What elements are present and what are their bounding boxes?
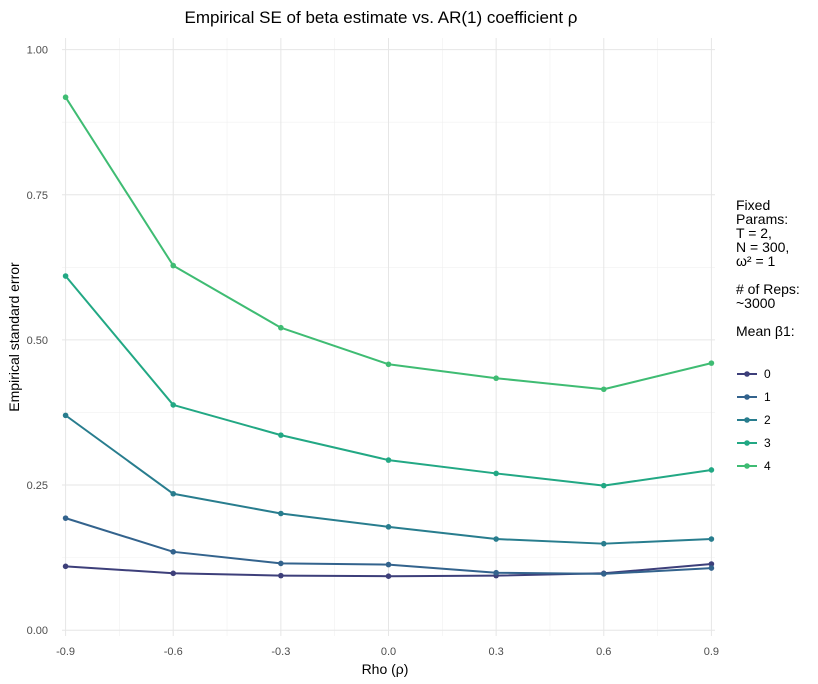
- y-tick-label: 0.00: [27, 625, 48, 637]
- data-point: [708, 360, 715, 366]
- x-tick-label: 0.9: [704, 646, 719, 658]
- data-point: [385, 561, 392, 568]
- legend-note-line: # of Reps:: [736, 281, 800, 297]
- x-tick-label: -0.9: [56, 646, 75, 658]
- y-axis-title: Empirical standard error: [6, 262, 22, 412]
- data-point: [62, 94, 69, 101]
- data-point: [62, 273, 69, 279]
- legend-label: 2: [764, 413, 771, 427]
- legend-item-4: 4: [737, 459, 771, 473]
- legend-label: 3: [764, 436, 771, 450]
- x-tick-label: 0.6: [596, 646, 611, 658]
- legend-note-line: N = 300,: [736, 239, 789, 255]
- data-point: [62, 412, 69, 419]
- y-tick-label: 0.75: [27, 190, 48, 202]
- legend-key-point: [744, 417, 750, 423]
- y-tick-label: 1.00: [27, 45, 48, 57]
- x-tick-label: -0.3: [271, 646, 290, 658]
- x-axis-ticks: -0.9 -0.6 -0.3 0.0 0.3 0.6 0.9: [56, 646, 719, 658]
- data-point: [600, 386, 607, 393]
- series-1: [62, 515, 715, 577]
- series-4: [62, 94, 715, 393]
- data-point: [708, 536, 715, 542]
- data-point: [493, 569, 499, 576]
- legend-item-0: 0: [737, 367, 771, 381]
- data-point: [708, 561, 715, 567]
- data-point: [170, 549, 177, 555]
- data-point: [170, 570, 177, 577]
- data-point: [493, 375, 499, 382]
- data-point: [600, 571, 607, 577]
- y-tick-label: 0.25: [27, 480, 48, 492]
- data-point: [385, 361, 392, 368]
- legend-key-point: [744, 440, 750, 446]
- data-point: [600, 540, 607, 547]
- data-point: [708, 467, 715, 473]
- legend-item-1: 1: [737, 390, 771, 404]
- legend-label: 0: [764, 367, 771, 381]
- plot-grid: [62, 38, 715, 636]
- data-point: [62, 563, 69, 570]
- chart-title: Empirical SE of beta estimate vs. AR(1) …: [185, 8, 578, 27]
- data-point: [493, 470, 499, 477]
- x-axis-title: Rho (ρ): [362, 661, 409, 677]
- data-point: [278, 510, 284, 517]
- legend-item-3: 3: [737, 436, 771, 450]
- data-point: [600, 482, 607, 489]
- legend-note-line: ω² = 1: [736, 253, 776, 269]
- data-point: [385, 524, 392, 530]
- data-point: [278, 432, 284, 438]
- legend-key-point: [744, 371, 750, 377]
- x-tick-label: 0.0: [381, 646, 396, 658]
- y-axis-ticks: 0.00 0.25 0.50 0.75 1.00: [27, 45, 48, 638]
- legend-note-line: Params:: [736, 211, 788, 227]
- data-point: [170, 262, 177, 269]
- data-point: [170, 402, 177, 408]
- data-point: [170, 490, 177, 497]
- series-2: [62, 412, 715, 547]
- data-point: [278, 324, 284, 331]
- legend-note-line: Mean β1:: [736, 323, 795, 339]
- data-point: [62, 515, 69, 521]
- legend-label: 1: [764, 390, 771, 404]
- legend-item-2: 2: [737, 413, 771, 427]
- legend-note-line: ~3000: [736, 295, 776, 311]
- x-tick-label: -0.6: [164, 646, 183, 658]
- legend-key-point: [744, 394, 750, 400]
- data-point: [278, 572, 284, 579]
- data-point: [493, 536, 499, 542]
- legend-note-line: T = 2,: [736, 225, 772, 241]
- data-point: [708, 565, 715, 571]
- y-tick-label: 0.50: [27, 335, 48, 347]
- data-point: [385, 457, 392, 463]
- legend-note-line: Fixed: [736, 197, 770, 213]
- x-tick-label: 0.3: [488, 646, 503, 658]
- series-group: [62, 94, 715, 579]
- data-point: [385, 573, 392, 579]
- legend-key-point: [744, 463, 750, 469]
- legend-label: 4: [764, 459, 771, 473]
- data-point: [278, 560, 284, 567]
- series-3: [62, 273, 715, 489]
